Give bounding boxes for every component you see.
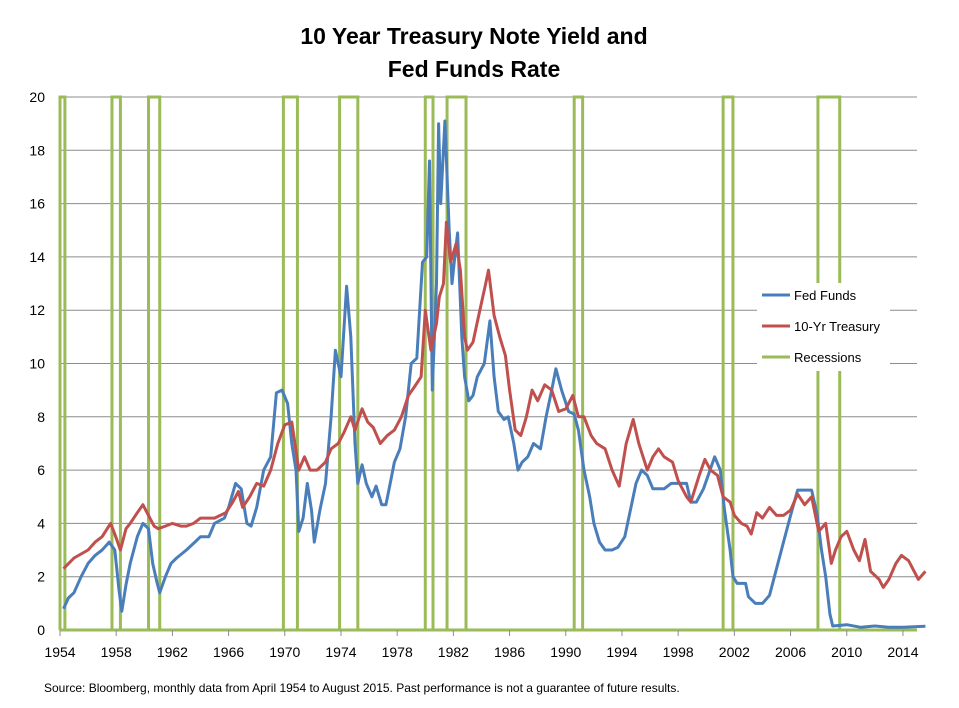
- recession-bar: [445, 95, 468, 630]
- series-line: [62, 220, 927, 589]
- y-axis-ticks: 0 2 4 6 8 10 12 14 16 18 20: [29, 89, 45, 638]
- x-tick-label: 1978: [382, 644, 413, 660]
- x-tick-label: 1962: [157, 644, 188, 660]
- legend-label: Recessions: [794, 350, 862, 365]
- chart-title-line-1: 10 Year Treasury Note Yield and: [300, 23, 647, 49]
- y-tick-label: 18: [29, 142, 45, 158]
- x-tick-label: 1958: [101, 644, 132, 660]
- x-tick-label: 1954: [44, 644, 75, 660]
- y-tick-label: 10: [29, 356, 45, 372]
- recession-bar: [147, 95, 162, 630]
- y-tick-label: 12: [29, 302, 45, 318]
- recession-bar: [281, 95, 299, 630]
- y-tick-label: 20: [29, 89, 45, 105]
- x-tick-label: 2002: [719, 644, 750, 660]
- y-tick-label: 14: [29, 249, 45, 265]
- y-tick-label: 4: [37, 515, 45, 531]
- x-tick-label: 2010: [831, 644, 862, 660]
- y-tick-label: 6: [37, 462, 45, 478]
- x-tick-label: 1994: [606, 644, 637, 660]
- recession-bar: [110, 95, 122, 630]
- series-lines: [62, 119, 927, 629]
- recession-bars: [58, 95, 917, 632]
- x-tick-label: 1990: [550, 644, 581, 660]
- x-tick-label: 2006: [775, 644, 806, 660]
- recession-bar: [58, 95, 67, 630]
- y-tick-label: 2: [37, 569, 45, 585]
- legend-label: 10-Yr Treasury: [794, 319, 880, 334]
- x-axis-ticks: 1954 1958 1962 1966 1970 1974 1978 1982 1986 1990…: [44, 630, 919, 660]
- recession-bar: [572, 95, 585, 630]
- x-tick-label: 2014: [887, 644, 918, 660]
- legend: Fed Funds 10-Yr Treasury Recessions: [757, 283, 890, 371]
- x-tick-label: 1966: [213, 644, 244, 660]
- recession-bar: [721, 95, 735, 630]
- x-tick-label: 1982: [438, 644, 469, 660]
- x-tick-label: 1986: [494, 644, 525, 660]
- y-tick-label: 16: [29, 196, 45, 212]
- legend-label: Fed Funds: [794, 288, 857, 303]
- grid-lines: [59, 96, 917, 631]
- x-tick-label: 1970: [269, 644, 300, 660]
- y-tick-label: 8: [37, 409, 45, 425]
- x-tick-label: 1974: [325, 644, 356, 660]
- y-tick-label: 0: [37, 622, 45, 638]
- source-note: Source: Bloomberg, monthly data from Apr…: [44, 681, 680, 695]
- chart-title-line-2: Fed Funds Rate: [388, 56, 561, 82]
- x-tick-label: 1998: [663, 644, 694, 660]
